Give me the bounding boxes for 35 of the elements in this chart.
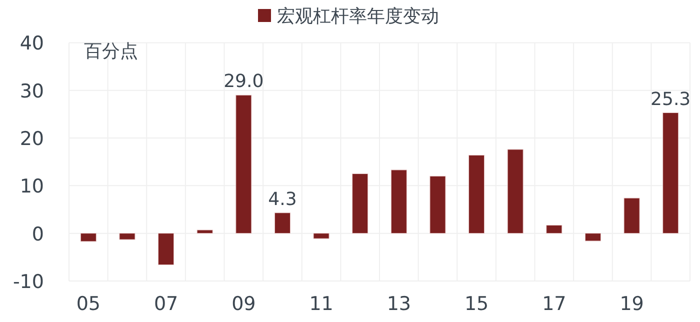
y-tick-label: 10 — [20, 176, 44, 198]
x-tick-label: 05 — [76, 293, 100, 315]
legend-label: 宏观杠杆率年度变动 — [277, 6, 439, 27]
bar — [390, 170, 407, 234]
bar — [584, 233, 601, 242]
bar — [158, 233, 174, 266]
x-tick-label: 19 — [620, 293, 644, 315]
data-label: 29.0 — [224, 71, 264, 92]
y-tick-label: -10 — [12, 271, 44, 293]
x-tick-label: 07 — [154, 293, 178, 315]
y-tick-label: 20 — [20, 128, 44, 150]
x-tick-label: 17 — [542, 293, 566, 315]
data-label: 4.3 — [268, 188, 297, 210]
x-tick-label: 11 — [309, 293, 334, 315]
bar — [313, 233, 330, 239]
bar — [196, 230, 213, 234]
bar — [546, 224, 562, 234]
bar — [80, 233, 96, 242]
bar — [468, 154, 485, 234]
y-tick-label: 0 — [32, 223, 44, 246]
y-tick-label: 40 — [20, 32, 44, 55]
x-tick-label: 13 — [386, 293, 411, 315]
bar — [624, 198, 640, 234]
bar — [274, 212, 290, 234]
bar — [236, 94, 252, 234]
x-tick-label: 09 — [232, 293, 256, 315]
x-tick-label: 15 — [464, 293, 489, 315]
annotation: 百分点 — [84, 41, 138, 62]
bar — [430, 176, 446, 234]
bar — [352, 174, 368, 234]
bar — [507, 149, 524, 234]
data-label: 25.3 — [650, 88, 691, 110]
bar — [119, 233, 136, 240]
y-tick-label: 30 — [20, 80, 44, 102]
bar — [662, 112, 679, 234]
